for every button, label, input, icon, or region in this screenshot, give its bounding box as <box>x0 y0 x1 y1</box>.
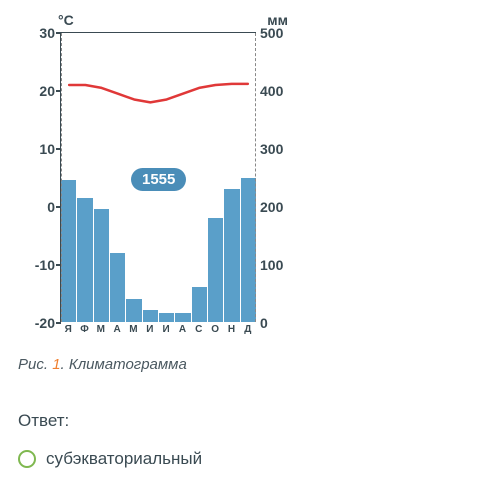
caption-prefix: Рис. <box>18 356 52 373</box>
radio-icon[interactable] <box>18 450 36 468</box>
month-labels: ЯФМАМИИАСОНД <box>60 324 256 335</box>
month-label: М <box>93 324 109 335</box>
ytick-left: -20 <box>21 315 55 331</box>
ytick-right: 100 <box>260 257 292 273</box>
ytick-left: -10 <box>21 257 55 273</box>
ytick-right: 0 <box>260 315 292 331</box>
option-text: субэкваториальный <box>46 449 202 469</box>
annual-total-badge: 1555 <box>131 168 186 191</box>
ytick-right: 200 <box>260 199 292 215</box>
month-label: М <box>125 324 141 335</box>
month-label: А <box>109 324 125 335</box>
month-label: А <box>174 324 190 335</box>
caption-suffix: . Климатограмма <box>61 356 187 373</box>
ytick-right: 300 <box>260 141 292 157</box>
answer-label: Ответ: <box>18 411 482 431</box>
month-label: И <box>158 324 174 335</box>
month-label: И <box>142 324 158 335</box>
ytick-left: 10 <box>21 141 55 157</box>
month-label: Ф <box>76 324 92 335</box>
month-label: Н <box>223 324 239 335</box>
month-label: О <box>207 324 223 335</box>
ytick-left: 0 <box>21 199 55 215</box>
ytick-right: 400 <box>260 83 292 99</box>
month-label: Я <box>60 324 76 335</box>
ytick-left: 30 <box>21 25 55 41</box>
climatogram-chart: °C мм 1555 3020100-10-205004003002001000… <box>18 12 288 342</box>
answer-option[interactable]: субэкваториальный <box>18 449 482 469</box>
plot-area: 1555 3020100-10-205004003002001000 <box>60 32 256 322</box>
figure-caption: Рис. 1. Климатограмма <box>18 356 482 373</box>
month-label: С <box>191 324 207 335</box>
ytick-left: 20 <box>21 83 55 99</box>
ytick-right: 500 <box>260 25 292 41</box>
figure-number: 1 <box>52 356 60 373</box>
left-axis-unit: °C <box>58 12 74 28</box>
month-label: Д <box>240 324 256 335</box>
